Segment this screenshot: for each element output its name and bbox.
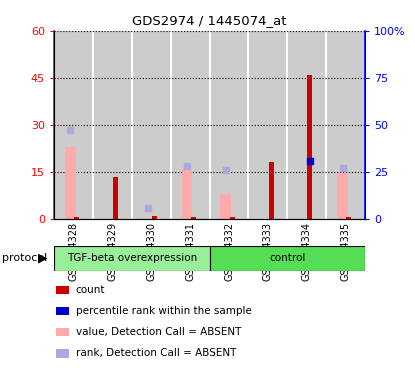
Bar xyxy=(288,31,326,219)
Bar xyxy=(152,216,157,219)
Bar xyxy=(132,31,171,219)
Bar xyxy=(93,31,132,219)
Bar xyxy=(74,217,79,219)
Bar xyxy=(229,217,234,219)
Title: GDS2974 / 1445074_at: GDS2974 / 1445074_at xyxy=(132,14,287,27)
Bar xyxy=(191,217,196,219)
Bar xyxy=(65,147,76,219)
Bar xyxy=(54,246,210,271)
Bar xyxy=(171,31,210,219)
Bar xyxy=(182,169,193,219)
Bar xyxy=(347,217,352,219)
Bar xyxy=(326,31,365,219)
Bar xyxy=(54,31,93,219)
Bar xyxy=(249,31,288,219)
Text: rank, Detection Call = ABSENT: rank, Detection Call = ABSENT xyxy=(76,348,236,358)
Bar xyxy=(113,177,118,219)
Text: percentile rank within the sample: percentile rank within the sample xyxy=(76,306,251,316)
Text: count: count xyxy=(76,285,105,295)
Bar xyxy=(210,31,249,219)
Text: TGF-beta overexpression: TGF-beta overexpression xyxy=(67,253,197,263)
Bar xyxy=(220,194,232,219)
Bar xyxy=(269,162,273,219)
Text: control: control xyxy=(269,253,305,263)
Text: ▶: ▶ xyxy=(38,252,48,265)
Text: value, Detection Call = ABSENT: value, Detection Call = ABSENT xyxy=(76,327,241,337)
Bar xyxy=(308,74,312,219)
Text: protocol: protocol xyxy=(2,253,47,263)
Bar xyxy=(337,174,348,219)
Bar xyxy=(210,246,365,271)
